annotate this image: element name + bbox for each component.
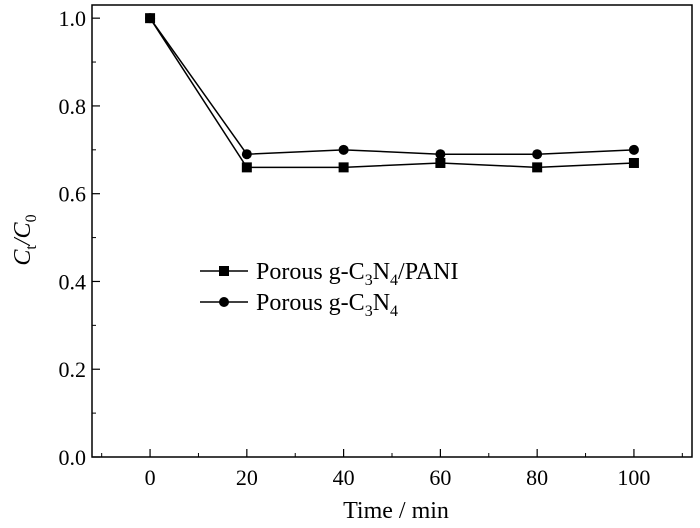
series-1 [145, 13, 639, 160]
x-axis-title: Time / min [343, 498, 449, 524]
y-axis-title: Ct/C0 [10, 214, 40, 265]
y-tick-label: 0.2 [59, 357, 87, 382]
x-tick-label: 100 [617, 465, 650, 490]
tick-labels: 0 20 40 60 80 100 0.0 0.2 0.4 0.6 0.8 1.0 [59, 6, 651, 490]
data-point-circle [145, 13, 156, 24]
x-tick-label: 0 [145, 465, 156, 490]
legend-entry-gc3n4: Porous g-C3N4 [200, 290, 398, 320]
data-point-circle [435, 149, 446, 160]
legend-marker-square [219, 266, 229, 276]
series-layer [145, 13, 639, 173]
data-point-square [532, 162, 543, 173]
data-point-square [435, 157, 446, 168]
data-point-square [241, 162, 252, 173]
legend-label-gc3n4: Porous g-C3N4 [256, 290, 398, 320]
data-point-circle [628, 144, 639, 155]
data-point-circle [532, 149, 543, 160]
legend-entry-pani: Porous g-C3N4/PANI [200, 259, 459, 289]
y-tick-label: 0.6 [59, 182, 87, 207]
series-line [149, 17, 634, 169]
x-tick-label: 40 [333, 465, 355, 490]
legend: Porous g-C3N4/PANI Porous g-C3N4 [200, 259, 459, 320]
axis-ticks [92, 17, 683, 458]
x-tick-label: 60 [429, 465, 451, 490]
plot-frame [91, 4, 693, 458]
data-point-circle [241, 149, 252, 160]
legend-label-pani: Porous g-C3N4/PANI [256, 259, 459, 289]
y-tick-label: 0.4 [59, 269, 87, 294]
series-0 [145, 13, 639, 173]
data-point-square [338, 162, 349, 173]
y-tick-label: 0.0 [59, 445, 87, 470]
data-point-square [628, 157, 639, 168]
x-tick-label: 80 [526, 465, 548, 490]
x-tick-label: 20 [236, 465, 258, 490]
series-line [149, 17, 634, 155]
legend-marker-circle [219, 297, 229, 307]
y-tick-label: 0.8 [59, 94, 87, 119]
y-tick-label: 1.0 [59, 6, 87, 31]
data-point-circle [338, 144, 349, 155]
